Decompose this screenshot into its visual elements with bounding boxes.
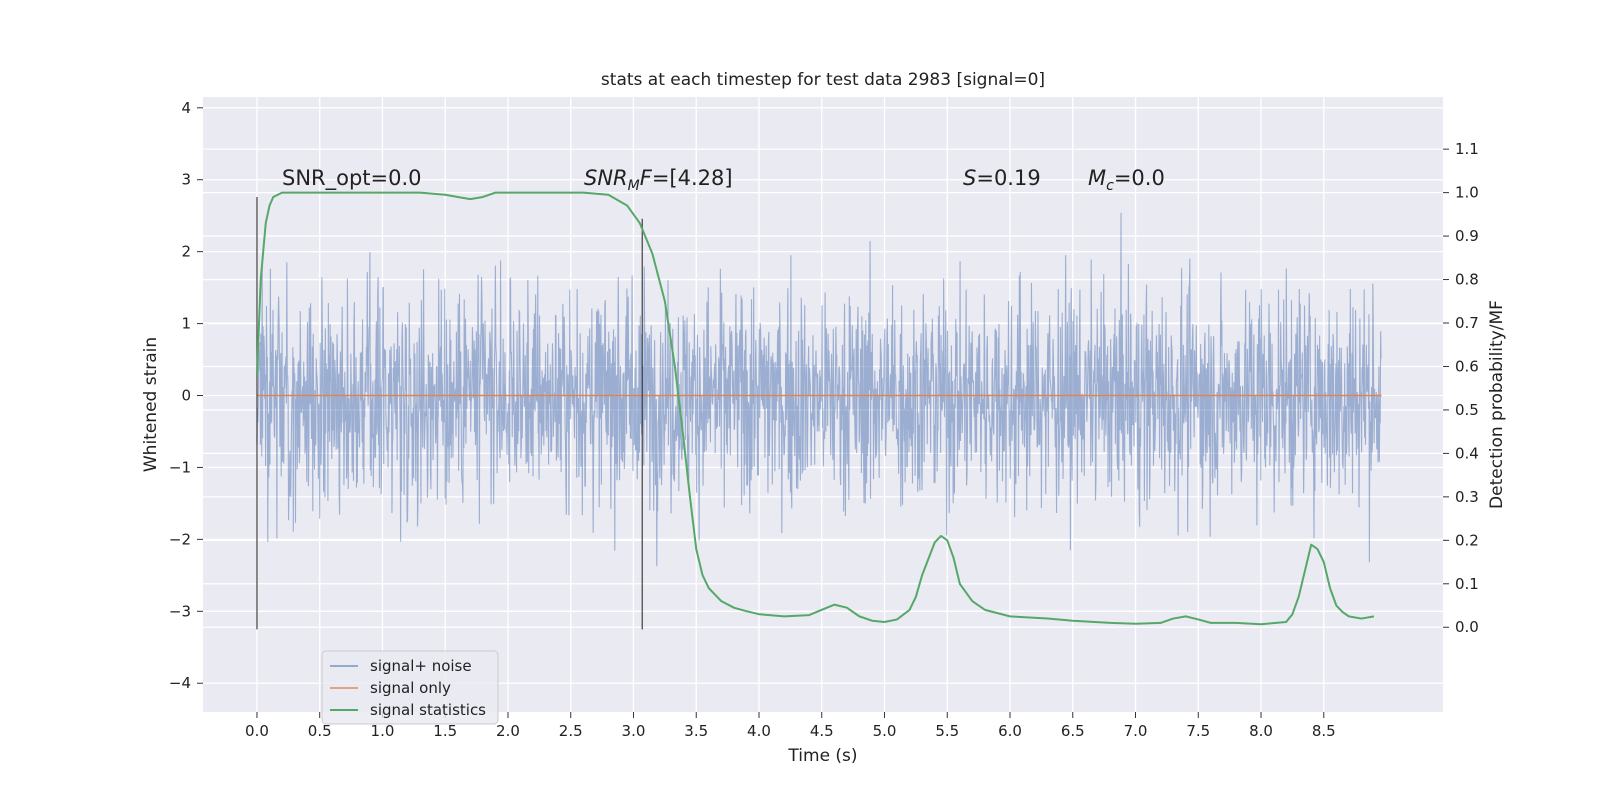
annotation-mc: Mc=0.0 bbox=[1088, 166, 1165, 194]
y-right-tick-label: 0.9 bbox=[1455, 227, 1479, 245]
x-tick-label: 3.0 bbox=[622, 722, 646, 740]
vline-layer bbox=[256, 196, 643, 630]
y-left-tick-label: 2 bbox=[181, 243, 191, 261]
x-tick-label: 2.0 bbox=[496, 722, 520, 740]
annotation-s-stat: S=0.19 bbox=[963, 166, 1041, 190]
legend: signal+ noise signal only signal statist… bbox=[321, 650, 499, 725]
x-tick-label: 3.5 bbox=[684, 722, 708, 740]
y-left-tick-label: −2 bbox=[169, 530, 191, 548]
legend-label-signal-only: signal only bbox=[370, 679, 451, 697]
annotation-snr-mf-sub: M bbox=[628, 178, 640, 194]
x-tick-label: 4.0 bbox=[747, 722, 771, 740]
x-tick-label: 7.0 bbox=[1124, 722, 1148, 740]
annotation-snr-mf-rest: =[4.28] bbox=[652, 166, 733, 190]
x-tick-label: 1.0 bbox=[371, 722, 395, 740]
y-axis-label-left: Whitened strain bbox=[141, 337, 161, 472]
y-right-tick-label: 0.7 bbox=[1455, 314, 1479, 332]
annotation-snr-opt: SNR_opt=0.0 bbox=[282, 166, 422, 191]
x-tick-label: 8.0 bbox=[1249, 722, 1273, 740]
y-left-tick-label: 3 bbox=[181, 171, 191, 189]
annotation-mc-sub: c bbox=[1106, 178, 1114, 194]
annotation-mc-main: M bbox=[1088, 166, 1106, 190]
y-left-tick-label: −3 bbox=[169, 602, 191, 620]
y-right-tick-label: 1.1 bbox=[1455, 140, 1479, 158]
x-tick-label: 5.0 bbox=[873, 722, 897, 740]
annotation-snr-mf: SNRMF=[4.28] bbox=[584, 166, 733, 194]
y-left-tick-label: 0 bbox=[181, 387, 191, 405]
y-left-tick-label: 1 bbox=[181, 315, 191, 333]
y-right-tick-label: 0.3 bbox=[1455, 488, 1479, 506]
noise-series-layer bbox=[256, 212, 1382, 567]
y-right-tick-label: 0.0 bbox=[1455, 618, 1479, 636]
grid-layer bbox=[203, 97, 1443, 712]
y-right-tick-label: 0.4 bbox=[1455, 444, 1479, 462]
y-left-tick-label: 4 bbox=[181, 99, 191, 117]
x-tick-label: 4.5 bbox=[810, 722, 834, 740]
annotation-snr-mf-rest-f: F bbox=[640, 166, 653, 190]
x-axis-label: Time (s) bbox=[787, 746, 857, 766]
legend-label-signal-noise: signal+ noise bbox=[370, 657, 472, 675]
x-tick-label: 6.5 bbox=[1061, 722, 1085, 740]
legend-box bbox=[321, 650, 499, 725]
x-tick-label: 5.5 bbox=[935, 722, 959, 740]
y-axis-label-right: Detection probability/MF bbox=[1487, 300, 1507, 509]
annotation-mc-rest: =0.0 bbox=[1114, 166, 1165, 190]
y-right-tick-label: 0.8 bbox=[1455, 271, 1479, 289]
statistics-layer bbox=[255, 191, 1375, 626]
y-right-tick-label: 0.2 bbox=[1455, 531, 1479, 549]
signal-statistics-line bbox=[255, 191, 1375, 626]
x-tick-label: 1.5 bbox=[433, 722, 457, 740]
y-left-tick-label: −4 bbox=[169, 674, 191, 692]
signal-noise-line bbox=[256, 212, 1382, 567]
x-tick-label: 0.0 bbox=[245, 722, 269, 740]
x-tick-label: 6.0 bbox=[998, 722, 1022, 740]
tick-layer: 0.0 0.5 1.0 1.5 2.0 2.5 3.0 3.5 4.0 4.5 5.0 5.5 6.0 6… bbox=[169, 99, 1479, 740]
y-left-tick-label: −1 bbox=[169, 458, 191, 476]
annotation-s-italic: S bbox=[963, 166, 976, 190]
annotation-snr-mf-main: SNR bbox=[584, 166, 628, 190]
y-right-tick-label: 0.1 bbox=[1455, 575, 1479, 593]
legend-label-signal-statistics: signal statistics bbox=[370, 701, 486, 719]
y-right-tick-label: 0.5 bbox=[1455, 401, 1479, 419]
annotation-s-rest: =0.19 bbox=[976, 166, 1040, 190]
chart-title: stats at each timestep for test data 298… bbox=[601, 70, 1045, 90]
y-right-tick-label: 1.0 bbox=[1455, 184, 1479, 202]
y-right-tick-label: 0.6 bbox=[1455, 357, 1479, 375]
x-tick-label: 2.5 bbox=[559, 722, 583, 740]
x-tick-label: 8.5 bbox=[1312, 722, 1336, 740]
x-tick-label: 7.5 bbox=[1186, 722, 1210, 740]
x-tick-label: 0.5 bbox=[308, 722, 332, 740]
